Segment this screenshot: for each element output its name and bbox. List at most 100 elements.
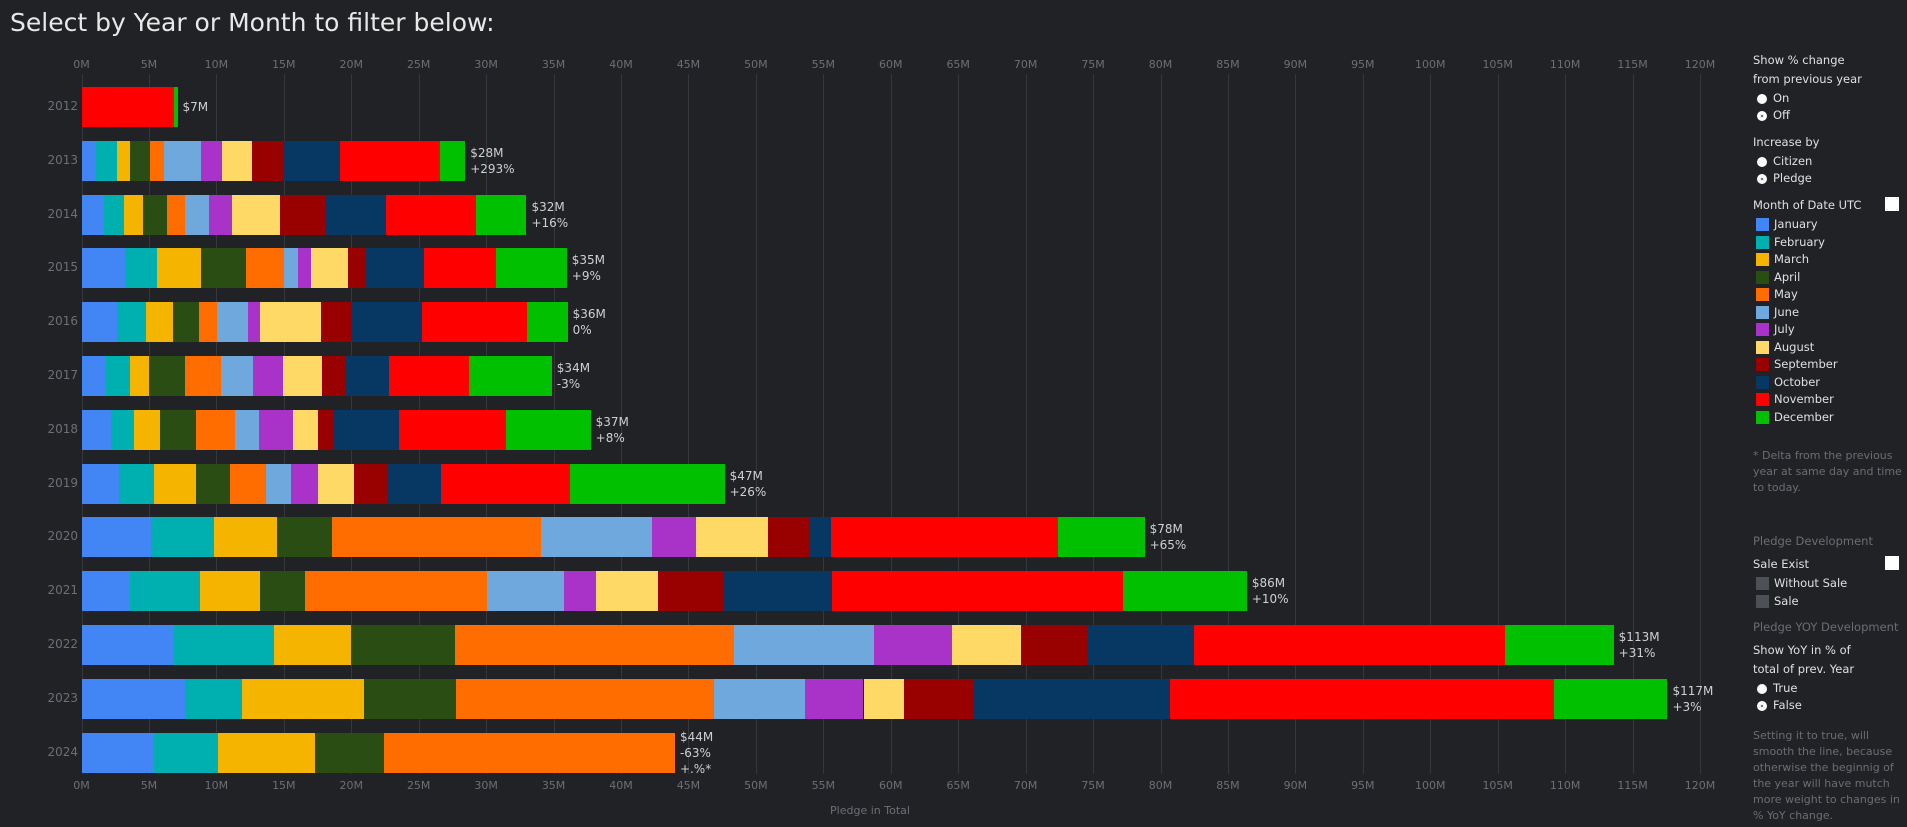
bar-segment-december[interactable]	[505, 409, 591, 450]
year-label[interactable]: 2020	[47, 529, 78, 544]
bar-segment-december[interactable]	[1122, 571, 1247, 612]
bar-segment-may[interactable]	[167, 194, 186, 235]
bar-segment-september[interactable]	[321, 356, 346, 396]
bar-segment-march[interactable]	[130, 356, 150, 396]
bar-segment-january[interactable]	[81, 302, 117, 343]
bar-segment-september[interactable]	[658, 571, 724, 612]
legend-menu-button[interactable]	[1885, 197, 1899, 211]
bar-segment-april[interactable]	[160, 409, 196, 450]
bar-segment-august[interactable]	[221, 140, 252, 181]
bar-segment-august[interactable]	[292, 409, 319, 450]
bar-segment-october[interactable]	[284, 140, 340, 181]
bar-segment-july[interactable]	[298, 248, 312, 289]
bar-segment-july[interactable]	[290, 463, 319, 504]
bar-segment-march[interactable]	[117, 140, 131, 181]
bar-segment-september[interactable]	[279, 194, 327, 235]
bar-segment-december[interactable]	[1505, 625, 1614, 665]
bar-segment-december[interactable]	[496, 248, 567, 289]
bar-segment-may[interactable]	[199, 302, 218, 343]
bar-segment-april[interactable]	[314, 732, 385, 773]
bar-segment-july[interactable]	[252, 356, 283, 396]
bar-segment-september[interactable]	[353, 463, 388, 504]
bar-segment-february[interactable]	[173, 625, 274, 665]
stacked-bar-chart[interactable]: 0M 0M 5M 5M 10M 10M 15M 15M 20M 20M 25M 25M 30M 30M 35…	[0, 0, 1740, 827]
bar-segment-september[interactable]	[1021, 625, 1089, 665]
bar-segment-june[interactable]	[221, 356, 253, 396]
bar-segment-november[interactable]	[832, 571, 1123, 612]
bar-segment-march[interactable]	[145, 302, 173, 343]
bar-segment-june[interactable]	[541, 517, 652, 558]
bar-segment-january[interactable]	[81, 248, 126, 289]
bar-segment-september[interactable]	[903, 678, 973, 719]
bar-segment-march[interactable]	[133, 409, 161, 450]
bar-segment-september[interactable]	[251, 140, 285, 181]
bar-segment-february[interactable]	[154, 732, 218, 773]
bar-segment-january[interactable]	[81, 409, 111, 450]
bar-segment-march[interactable]	[242, 678, 364, 719]
bar-segment-june[interactable]	[734, 625, 875, 665]
bar-segment-may[interactable]	[245, 248, 284, 289]
bar-segment-june[interactable]	[713, 678, 806, 719]
bar-segment-october[interactable]	[366, 248, 425, 289]
bar-segment-february[interactable]	[110, 409, 134, 450]
radio-citizen[interactable]: Citizen	[1757, 153, 1903, 170]
bar-segment-october[interactable]	[809, 517, 831, 558]
bar-segment-november[interactable]	[339, 140, 440, 181]
bar-segment-august[interactable]	[231, 194, 280, 235]
bar-segment-january[interactable]	[81, 463, 120, 504]
bar-segment-april[interactable]	[200, 248, 246, 289]
bar-segment-august[interactable]	[259, 302, 321, 343]
bar-segment-july[interactable]	[652, 517, 696, 558]
bar-segment-october[interactable]	[387, 463, 442, 504]
bar-segment-november[interactable]	[385, 194, 476, 235]
bar-segment-september[interactable]	[767, 517, 809, 558]
bar-segment-april[interactable]	[260, 571, 306, 612]
bar-segment-december[interactable]	[570, 463, 725, 504]
legend-item-without-sale[interactable]: Without Sale	[1756, 575, 1903, 593]
bar-segment-december[interactable]	[527, 302, 568, 343]
bar-segment-february[interactable]	[105, 356, 131, 396]
bar-segment-june[interactable]	[217, 302, 248, 343]
bar-segment-november[interactable]	[81, 87, 174, 127]
bar-segment-february[interactable]	[184, 678, 242, 719]
bar-segment-june[interactable]	[486, 571, 565, 612]
bar-segment-october[interactable]	[973, 678, 1171, 719]
bar-segment-december[interactable]	[1554, 678, 1668, 719]
bar-segment-october[interactable]	[723, 571, 833, 612]
bar-segment-march[interactable]	[199, 571, 261, 612]
bar-segment-may[interactable]	[149, 140, 165, 181]
year-label[interactable]: 2013	[47, 152, 78, 167]
bar-segment-january[interactable]	[81, 140, 97, 181]
bar-segment-november[interactable]	[421, 302, 528, 343]
bar-segment-may[interactable]	[229, 463, 267, 504]
year-label[interactable]: 2012	[47, 99, 78, 113]
bar-segment-november[interactable]	[424, 248, 497, 289]
bar-segment-april[interactable]	[351, 625, 455, 665]
bar-segment-december[interactable]	[1058, 517, 1145, 558]
legend-item-january[interactable]: January	[1756, 216, 1903, 234]
bar-segment-november[interactable]	[830, 517, 1059, 558]
bar-segment-march[interactable]	[154, 463, 196, 504]
bar-segment-february[interactable]	[125, 248, 157, 289]
legend-item-august[interactable]: August	[1756, 339, 1903, 357]
bar-segment-september[interactable]	[320, 302, 353, 343]
bar-segment-may[interactable]	[384, 732, 675, 773]
bar-segment-august[interactable]	[695, 517, 768, 558]
bar-segment-october[interactable]	[334, 409, 399, 450]
radio-on[interactable]: On	[1757, 90, 1903, 107]
bar-segment-april[interactable]	[130, 140, 150, 181]
legend-item-february[interactable]: February	[1756, 234, 1903, 252]
bar-segment-december[interactable]	[475, 194, 527, 235]
bar-segment-february[interactable]	[119, 463, 155, 504]
bar-segment-august[interactable]	[318, 463, 354, 504]
bar-segment-january[interactable]	[81, 194, 105, 235]
legend-item-september[interactable]: September	[1756, 356, 1903, 374]
bar-segment-september[interactable]	[347, 248, 367, 289]
bar-segment-may[interactable]	[332, 517, 542, 558]
bar-segment-february[interactable]	[96, 140, 118, 181]
bar-segment-april[interactable]	[277, 517, 333, 558]
bar-segment-april[interactable]	[149, 356, 185, 396]
bar-segment-july[interactable]	[564, 571, 597, 612]
bar-segment-august[interactable]	[283, 356, 322, 396]
bar-segment-january[interactable]	[81, 356, 106, 396]
